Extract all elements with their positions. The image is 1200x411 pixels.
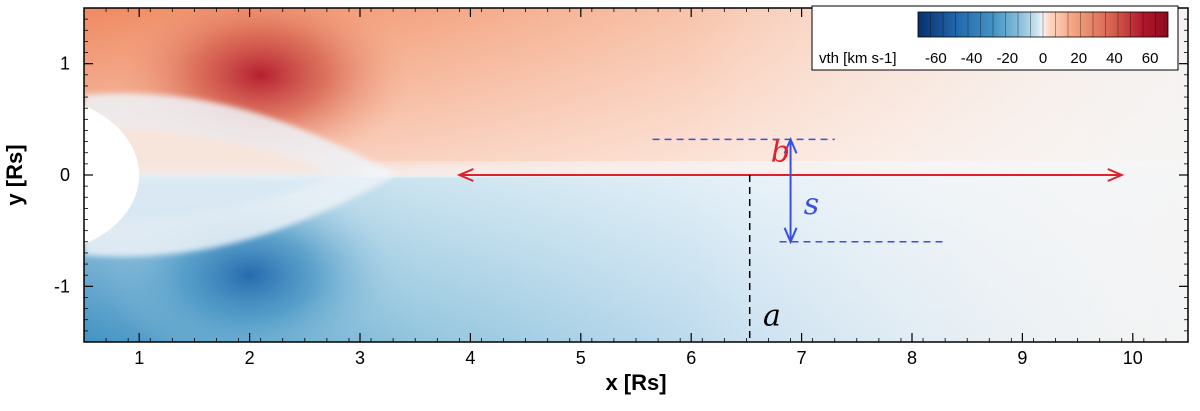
x-tick-label: 10 xyxy=(1123,348,1143,368)
field-current-sheet xyxy=(359,156,1188,182)
x-axis-label: x [Rs] xyxy=(605,370,666,395)
x-tick-label: 8 xyxy=(907,348,917,368)
x-tick-label: 7 xyxy=(797,348,807,368)
x-tick-label: 3 xyxy=(355,348,365,368)
annotation-b-label: b xyxy=(771,135,790,170)
field-loop-red-inner xyxy=(95,124,327,172)
y-tick-label: -1 xyxy=(54,276,70,296)
axis-ticks: 1 2 3 4 5 6 7 8 9 10 -1 0 1 xyxy=(54,7,1189,368)
colorbar-legend: vth [km s-1] -60 -40 -20 0 20 40 60 xyxy=(811,5,1179,71)
annotation-b-arrowhead-start xyxy=(456,168,474,182)
colorbar-tick-label: -60 xyxy=(925,50,947,67)
x-tick-label: 4 xyxy=(465,348,475,368)
sun-disk xyxy=(84,105,140,245)
colorbar-ticks: -60 -40 -20 0 20 40 60 xyxy=(925,50,1158,67)
x-tick-label: 9 xyxy=(1017,348,1027,368)
annotation-s-arrowhead-end xyxy=(783,227,798,245)
colorbar-tick-label: -20 xyxy=(996,50,1018,67)
colorbar-tick-label: 0 xyxy=(1039,50,1047,67)
colorbar-tick-label: -40 xyxy=(961,50,983,67)
x-tick-label: 1 xyxy=(134,348,144,368)
y-axis-label: y [Rs] xyxy=(2,144,27,205)
colorbar-title: vth [km s-1] xyxy=(819,50,897,67)
x-tick-label: 2 xyxy=(245,348,255,368)
x-tick-label: 5 xyxy=(576,348,586,368)
x-tick-label: 6 xyxy=(686,348,696,368)
colorbar-tick-label: 40 xyxy=(1106,50,1123,67)
annotation-s-label: s xyxy=(804,187,819,222)
annotation-b-arrowhead-end xyxy=(1107,168,1125,182)
y-tick-label: 0 xyxy=(60,165,70,185)
colorbar-tick-label: 20 xyxy=(1070,50,1087,67)
annotations: bs a xyxy=(456,135,1125,342)
annotation-a-label: a xyxy=(763,298,781,333)
field-loop-blue-inner xyxy=(95,178,327,226)
colorbar-tick-label: 60 xyxy=(1142,50,1159,67)
colorbar-bands xyxy=(930,12,1156,37)
y-tick-label: 1 xyxy=(60,54,70,74)
